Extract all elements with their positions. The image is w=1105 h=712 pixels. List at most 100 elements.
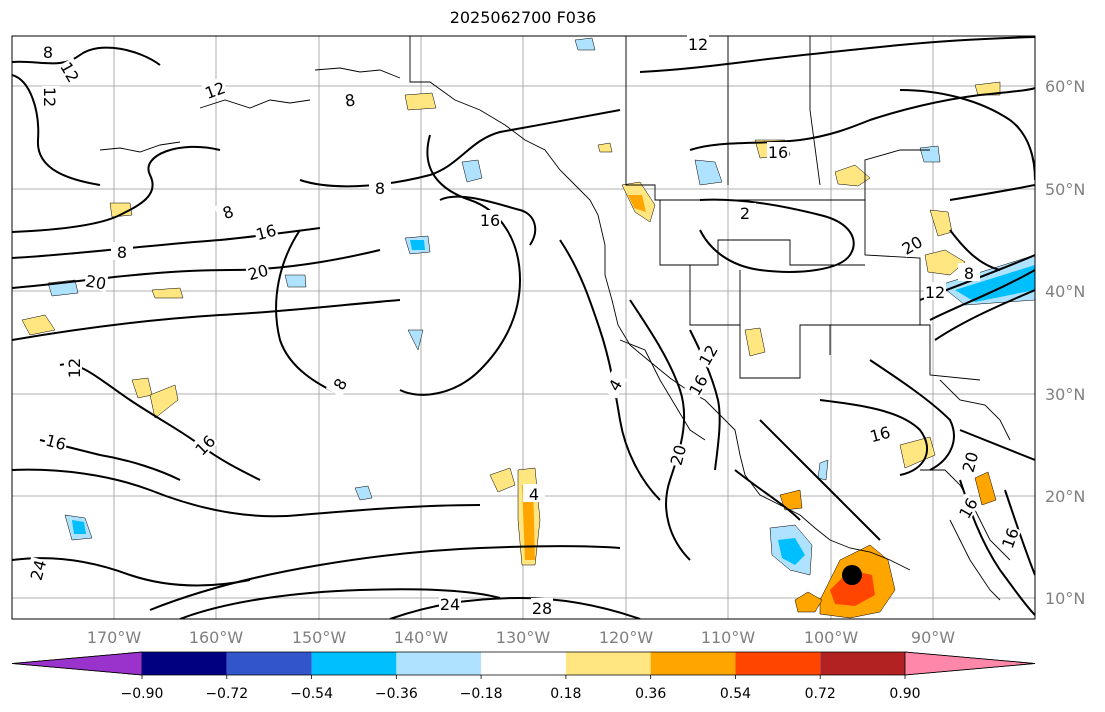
colorbar-swatch (311, 652, 397, 675)
contour-label: 16 (868, 423, 893, 447)
contour-label: 12 (925, 283, 945, 302)
colorbar-swatch (650, 652, 736, 675)
anomaly-patch (974, 471, 997, 506)
contour-label-bg (25, 556, 49, 583)
contour-label-bg (42, 86, 60, 108)
longitude-label: 120°W (599, 628, 654, 647)
colorbar-swatch (565, 652, 651, 675)
colorbar-swatch (396, 652, 482, 675)
colorbar-swatch (481, 652, 566, 675)
contour-label: 16 (44, 431, 69, 455)
colorbar-tick-label: −0.90 (121, 686, 164, 702)
anomaly-patch (404, 92, 437, 111)
contour-label: 24 (440, 595, 460, 614)
longitude-label: 170°W (87, 628, 142, 647)
contour-label: 20 (84, 271, 107, 293)
longitude-label: 100°W (804, 628, 859, 647)
contour-label: 8 (43, 43, 53, 62)
contour-label: 20 (959, 450, 983, 475)
contour-label: 4 (529, 485, 539, 504)
contour-label: 16 (254, 221, 279, 245)
anomaly-patch (354, 485, 373, 501)
anomaly-patch (21, 314, 56, 336)
contour-label: 24 (27, 558, 51, 583)
colorbar-tick-label: −0.36 (375, 686, 418, 702)
anomaly-patch (834, 164, 871, 187)
contour-label: 8 (375, 179, 385, 198)
contour-label: 12 (65, 358, 84, 378)
contour-label-bg (337, 88, 363, 110)
colorbar-tick-label: 0.72 (805, 686, 836, 702)
contour-label-bg (201, 76, 229, 102)
contour-label-bg (958, 263, 980, 281)
colorbar-tick-labels: −0.90 −0.72 −0.54 −0.36 −0.18 0.18 0.36 0.54 0.7… (121, 675, 921, 702)
anomaly-patch (628, 195, 646, 212)
anomaly-patch (744, 327, 766, 357)
coastlines (99, 36, 1011, 601)
colorbar-max-triangle (904, 651, 1036, 676)
contour-label: 20 (667, 443, 691, 468)
map-title: 2025062700 F036 (449, 8, 597, 27)
contour-label-bg (866, 421, 893, 445)
anomaly-patch (489, 467, 516, 493)
contour-label-bg (600, 370, 628, 399)
colorbar-tick-label: 0.36 (635, 686, 666, 702)
anomaly-patch (109, 202, 133, 218)
colorbar-tick-label: −0.18 (460, 686, 503, 702)
contour-label-bg (687, 34, 709, 52)
height-contours (12, 36, 1035, 619)
anomaly-patch (955, 265, 1035, 302)
contour-labels: 8121212812168816816162020812161641216201… (25, 34, 1023, 618)
anomaly-patch (461, 159, 483, 183)
colorbar-swatch (820, 652, 905, 675)
contour-label-bg (767, 142, 789, 160)
latitude-label: 50°N (1045, 180, 1085, 199)
contour-label-bg (683, 370, 711, 399)
anomaly-patch (410, 240, 425, 250)
latitude-label: 40°N (1045, 282, 1085, 301)
contour-label-bg (369, 178, 391, 196)
anomaly-patch (694, 159, 723, 186)
anomaly-patch (72, 520, 86, 534)
contour-label: 8 (343, 90, 356, 110)
storm-center-marker (842, 565, 862, 585)
colorbar-tick-label: −0.72 (205, 686, 248, 702)
anomaly-patch (407, 329, 424, 351)
contour-label-bg (996, 524, 1022, 552)
contour-label-bg (43, 429, 70, 453)
contour-label: 2 (740, 204, 750, 223)
anomaly-patch (149, 384, 179, 419)
longitude-label: 160°W (189, 628, 244, 647)
contour-label-bg (953, 493, 981, 522)
latitude-label: 30°N (1045, 385, 1085, 404)
colorbar-swatch (142, 652, 227, 675)
contour-label-bg (897, 230, 926, 258)
anomaly-patch (151, 287, 184, 299)
anomaly-patch (284, 274, 307, 288)
colorbar-tick-label: 0.54 (720, 686, 751, 702)
anomaly-patch (830, 570, 875, 606)
contour-label-bg (479, 210, 501, 228)
contour-label-bg (325, 369, 353, 398)
colorbar-tick-label: −0.54 (290, 686, 333, 702)
latitude-label: 10°N (1045, 589, 1085, 608)
contour-label: 16 (480, 211, 500, 230)
contour-label: 16 (768, 143, 788, 162)
contour-label-bg (531, 598, 553, 616)
anomaly-patch (817, 459, 829, 481)
contour-label: 28 (532, 599, 552, 618)
contour-label: 12 (40, 87, 59, 107)
contour-label-bg (214, 198, 242, 224)
contour-label-bg (83, 270, 109, 292)
anomaly-patch (778, 538, 805, 565)
colorbar-min-triangle (11, 651, 143, 676)
contour-label: 8 (117, 243, 127, 262)
anomaly-patch (597, 142, 613, 153)
anomaly-patch (974, 81, 1001, 96)
anomaly-patch (794, 591, 823, 613)
longitude-label: 140°W (394, 628, 449, 647)
anomaly-patch (574, 37, 596, 51)
contour-label-bg (190, 430, 219, 459)
longitude-label: 90°W (911, 628, 955, 647)
longitude-label: 130°W (496, 628, 551, 647)
